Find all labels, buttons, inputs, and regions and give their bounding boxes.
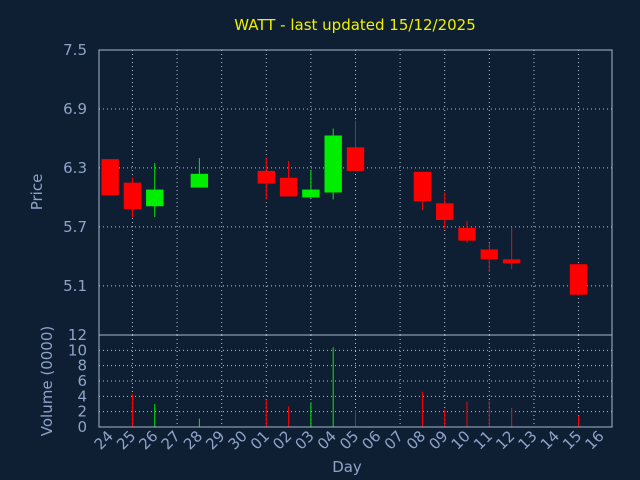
candle — [346, 120, 365, 171]
candle-body — [279, 177, 298, 197]
candle-body — [346, 147, 365, 171]
candle — [279, 161, 298, 197]
x-axis-ticks: 2425262728293001020304050607080910111213… — [91, 427, 608, 453]
candle-body — [123, 182, 142, 210]
price-panel: 5.1 5.7 6.3 6.9 7.5 Price — [28, 41, 613, 336]
candle — [413, 171, 432, 211]
candle-body — [324, 135, 342, 193]
price-y-tick-label: 6.3 — [63, 159, 87, 177]
candle-body — [190, 173, 209, 188]
candle-body — [436, 203, 454, 221]
candle-body — [569, 264, 588, 295]
candle-body — [480, 249, 499, 260]
candle — [324, 128, 342, 200]
candle-body — [146, 189, 164, 207]
price-axis-label: Price — [28, 174, 46, 211]
candle — [569, 264, 588, 295]
candle-body — [458, 227, 476, 241]
volume-axis-label: Volume (0000) — [38, 326, 56, 436]
candle — [123, 177, 142, 218]
candle — [502, 227, 521, 270]
candle — [302, 169, 320, 198]
price-y-tick-label: 5.7 — [63, 218, 87, 236]
chart-title: WATT - last updated 15/12/2025 — [234, 16, 476, 34]
volume-y-tick-label: 0 — [77, 418, 87, 436]
price-y-tick-label: 6.9 — [63, 100, 87, 118]
candle-body — [302, 189, 320, 198]
candle-body — [502, 259, 521, 264]
candle-body — [101, 159, 119, 196]
price-candles — [101, 120, 588, 295]
volume-y-tick-label: 4 — [77, 387, 87, 405]
volume-y-tick-label: 12 — [68, 326, 87, 344]
price-y-tick-label: 7.5 — [63, 41, 87, 59]
price-y-tick-label: 5.1 — [63, 277, 87, 295]
candle — [101, 159, 119, 196]
candle — [436, 192, 454, 229]
candle — [190, 158, 209, 188]
candle — [458, 221, 476, 243]
volume-y-tick-label: 2 — [77, 403, 87, 421]
x-axis-label: Day — [332, 458, 362, 476]
volume-bars — [131, 347, 580, 427]
volume-y-tick-label: 6 — [77, 372, 87, 390]
candle-body — [257, 170, 275, 184]
volume-y-tick-label: 10 — [68, 341, 87, 359]
volume-frame — [98, 334, 613, 428]
price-y-ticks: 5.1 5.7 6.3 6.9 7.5 — [63, 41, 87, 295]
candle — [257, 158, 275, 200]
candle — [480, 242, 499, 273]
candle-body — [413, 171, 432, 202]
volume-y-tick-label: 8 — [77, 357, 87, 375]
candle — [146, 163, 164, 218]
